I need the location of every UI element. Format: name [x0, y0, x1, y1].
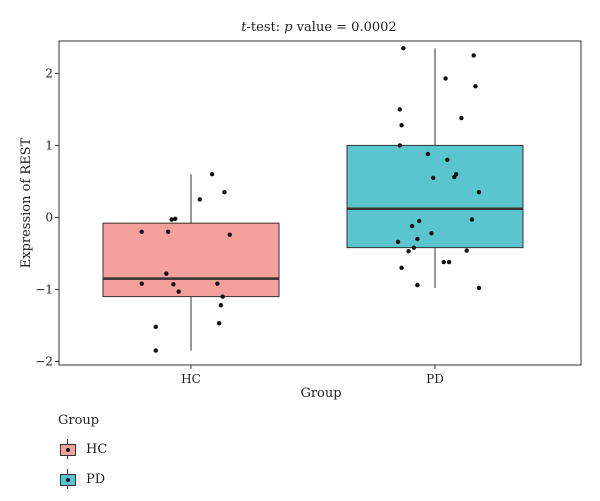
data-point-hc: [216, 321, 222, 326]
x-tick-label: PD: [426, 372, 444, 386]
data-point-pd: [431, 175, 436, 180]
data-point-pd: [415, 282, 420, 288]
data-point-pd: [429, 231, 434, 236]
data-point-hc: [220, 294, 225, 299]
data-point-pd: [425, 151, 431, 157]
data-point-hc: [169, 217, 174, 222]
legend-item-hc: HC: [58, 436, 178, 462]
y-tick-label: −2: [35, 354, 53, 368]
data-point-hc: [153, 348, 158, 353]
data-point-pd: [443, 76, 448, 81]
data-point-pd: [464, 248, 469, 253]
data-point-pd: [416, 218, 422, 224]
data-point-pd: [452, 174, 457, 180]
data-point-hc: [222, 190, 227, 195]
y-tick-label: 1: [45, 138, 53, 152]
data-point-hc: [139, 281, 144, 286]
y-tick-label: −1: [35, 282, 53, 296]
data-point-hc: [215, 281, 220, 286]
data-point-pd: [469, 217, 475, 222]
data-point-hc: [227, 232, 232, 237]
y-axis-title: Expression of REST: [19, 137, 34, 268]
data-point-pd: [399, 123, 404, 128]
data-point-hc: [176, 289, 181, 294]
data-point-pd: [406, 249, 411, 254]
x-axis-title: Group: [300, 386, 341, 401]
box-pd: [346, 144, 524, 249]
data-point-pd: [401, 46, 406, 51]
data-point-hc: [165, 229, 171, 234]
x-tick-label: HC: [181, 372, 201, 386]
data-point-hc: [153, 324, 158, 330]
data-point-hc: [171, 282, 176, 287]
y-tick-label: 2: [45, 66, 53, 80]
data-point-pd: [399, 265, 404, 270]
data-point-hc: [164, 271, 169, 276]
legend-key-hc: [58, 439, 78, 459]
data-point-pd: [446, 259, 452, 265]
data-point-pd: [476, 190, 482, 195]
legend-title: Group: [58, 413, 100, 428]
data-point-pd: [411, 245, 417, 250]
plot-area: −2 −1 0 1 2 HC PD: [35, 40, 582, 386]
data-point-hc: [209, 172, 215, 177]
data-point-pd: [441, 259, 446, 265]
data-point-pd: [415, 236, 420, 242]
data-point-pd: [459, 115, 464, 121]
chart-title: t-test: p value = 0.0002: [241, 20, 396, 35]
data-point-hc: [218, 303, 224, 308]
data-point-pd: [476, 285, 482, 291]
data-point-pd: [397, 107, 402, 112]
plot-panel-border: [58, 40, 582, 366]
legend-label-hc: HC: [86, 441, 108, 457]
data-point-pd: [395, 239, 401, 245]
data-point-hc: [172, 216, 178, 222]
legend: Group HC PD: [58, 413, 178, 496]
data-point-pd: [445, 157, 450, 162]
y-tick-label: 0: [45, 210, 53, 224]
box-hc: [102, 222, 280, 298]
data-point-pd: [409, 223, 415, 229]
legend-item-pd: PD: [58, 466, 178, 492]
data-point-pd: [397, 143, 402, 148]
legend-key-pd: [58, 469, 78, 489]
legend-label-pd: PD: [86, 471, 106, 487]
data-point-hc: [139, 229, 144, 234]
data-point-hc: [197, 197, 202, 202]
data-point-pd: [473, 84, 478, 89]
data-point-pd: [471, 53, 476, 58]
